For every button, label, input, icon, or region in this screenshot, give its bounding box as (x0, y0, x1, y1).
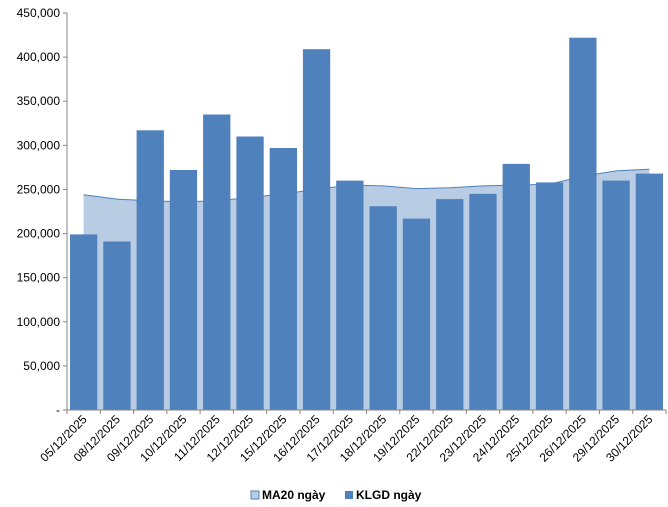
y-tick-label: 100,000 (17, 315, 61, 329)
klgd-bar (269, 148, 297, 410)
y-tick-label: 250,000 (17, 182, 61, 196)
klgd-bar (169, 170, 198, 410)
klgd-bar (136, 130, 164, 411)
klgd-bar (369, 206, 397, 410)
klgd-bar (469, 193, 497, 410)
klgd-bar (302, 49, 331, 410)
klgd-bar-layer (70, 37, 663, 411)
klgd-bar (436, 199, 464, 410)
legend-label-ma20: MA20 ngày (262, 488, 326, 502)
legend-swatch-ma20 (250, 490, 260, 500)
y-tick-label: 50,000 (23, 359, 60, 373)
klgd-bar (103, 241, 131, 410)
klgd-bar (402, 218, 431, 410)
legend: MA20 ngày KLGD ngày (250, 488, 422, 502)
ma20-area-layer (83, 168, 650, 410)
klgd-bar (602, 180, 630, 410)
klgd-bar (569, 37, 597, 410)
legend-swatch-klgd (345, 491, 353, 499)
klgd-bar (635, 173, 663, 410)
klgd-bar (203, 114, 231, 410)
klgd-bar (502, 163, 530, 410)
legend-label-klgd: KLGD ngày (356, 488, 422, 502)
y-tick-label: 350,000 (17, 94, 61, 108)
y-tick-label: 400,000 (17, 50, 61, 64)
y-tick-label: 200,000 (17, 227, 61, 241)
klgd-bar (236, 136, 264, 410)
klgd-bar (70, 234, 98, 410)
klgd-bar (336, 180, 364, 410)
y-tick-label: - (56, 403, 60, 417)
y-tick-label: 150,000 (17, 271, 61, 285)
y-tick-label: 450,000 (17, 6, 61, 20)
ma20-area (83, 169, 650, 410)
klgd-bar (535, 182, 564, 410)
y-tick-label: 300,000 (17, 138, 61, 152)
